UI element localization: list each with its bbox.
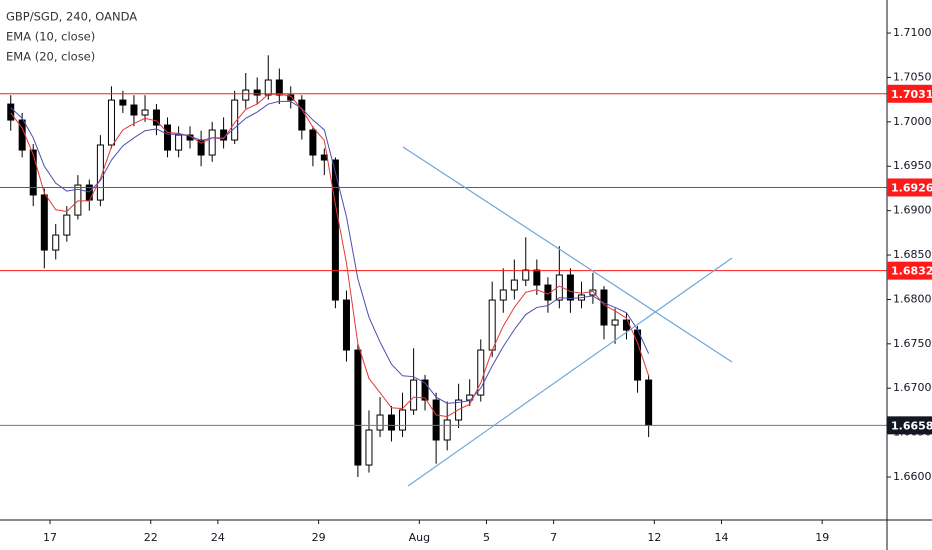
time-axis-bg [0, 520, 932, 550]
price-line-label: 1.70316 [891, 88, 932, 101]
candle-body [510, 279, 518, 291]
candle-body [477, 349, 485, 396]
y-tick-label: 1.70500 [893, 70, 932, 83]
candle-body [421, 379, 429, 401]
candle-body [499, 289, 507, 301]
candle-body [376, 414, 384, 431]
candle-body [63, 214, 71, 236]
candle-body [264, 79, 272, 96]
candle-body [141, 109, 149, 116]
legend-entry: EMA (20, close) [6, 50, 95, 64]
candle-body [208, 129, 216, 156]
legend-entry: EMA (10, close) [6, 30, 95, 44]
candle-body [242, 89, 250, 101]
candle-body [589, 289, 597, 296]
candle-body [175, 134, 183, 151]
last-price-box [887, 416, 932, 435]
candle-body [164, 124, 172, 151]
price-line-label: 1.68324 [891, 265, 932, 278]
candle-body [52, 234, 60, 251]
ema-line [10, 93, 650, 418]
candle-body [354, 349, 362, 466]
candle-body [488, 299, 496, 351]
candle-body [119, 99, 127, 106]
x-tick-label: 24 [211, 531, 225, 544]
candle-body [74, 184, 82, 216]
candle-body [29, 149, 37, 196]
candle-body [7, 103, 15, 121]
x-tick-label: 14 [714, 531, 728, 544]
candle-body [522, 269, 530, 281]
trend-line [407, 257, 733, 487]
candle-body [40, 194, 48, 251]
candle-body [152, 109, 160, 126]
candle-body [399, 409, 407, 431]
candle-body [410, 379, 418, 411]
candle-body [231, 99, 239, 141]
x-tick-label: 7 [550, 531, 557, 544]
y-tick-label: 1.71000 [893, 26, 932, 39]
x-tick-label: 19 [815, 531, 829, 544]
candle-body [331, 159, 339, 301]
candle-body [275, 79, 283, 96]
y-tick-label: 1.68500 [893, 248, 932, 261]
candle-body [298, 99, 306, 131]
y-tick-label: 1.67500 [893, 337, 932, 350]
candle-body [387, 414, 395, 431]
candle-body [320, 154, 328, 161]
candle-body [533, 269, 541, 286]
candle-body [342, 299, 350, 351]
y-tick-label: 1.66000 [893, 470, 932, 483]
candle-body [365, 429, 373, 466]
y-tick-label: 1.67000 [893, 381, 932, 394]
plot-area [0, 55, 887, 478]
candle-body [253, 89, 261, 96]
x-tick-label: 12 [647, 531, 661, 544]
candle-body [107, 99, 115, 146]
x-tick-label: 17 [43, 531, 57, 544]
candle-body [622, 319, 630, 331]
price-line-box [887, 261, 932, 280]
price-line-box [887, 178, 932, 197]
y-tick-label: 1.68000 [893, 292, 932, 305]
axes: 1.660001.665001.670001.675001.680001.685… [43, 26, 932, 544]
x-tick-label: Aug [409, 531, 430, 544]
candle-body [443, 419, 451, 441]
candle-body [96, 144, 104, 201]
y-tick-label: 1.70000 [893, 115, 932, 128]
candle-body [432, 399, 440, 441]
y-tick-label: 1.69000 [893, 204, 932, 217]
x-tick-label: 5 [483, 531, 490, 544]
x-tick-label: 22 [144, 531, 158, 544]
candle-body [611, 319, 619, 326]
trend-line [402, 146, 733, 363]
candle-body [600, 289, 608, 326]
candle-body [566, 274, 574, 301]
chart-title: GBP/SGD, 240, OANDA [6, 10, 137, 24]
ema-line [10, 100, 650, 404]
candle-body [309, 129, 317, 156]
y-tick-label: 1.69500 [893, 159, 932, 172]
price-line-box [887, 84, 932, 103]
candle-body [130, 104, 138, 116]
x-tick-label: 29 [312, 531, 326, 544]
candle-body [645, 379, 653, 426]
last-price-label: 1.66582 [891, 419, 932, 432]
candle-body [287, 94, 295, 101]
